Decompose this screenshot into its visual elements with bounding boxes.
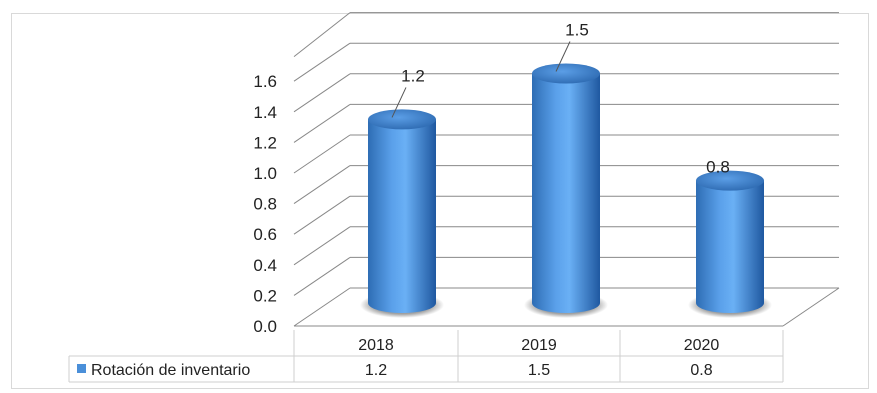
y-tick-label: 1.4	[253, 103, 277, 122]
side-wall-gridline	[293, 73, 351, 113]
side-wall-gridline	[293, 226, 351, 266]
y-axis-ticks: 0.0 0.2 0.4 0.6 0.8 1.0 1.2 1.4 1.6	[253, 72, 277, 336]
x-category-label: 2019	[521, 337, 557, 354]
x-category-label: 2018	[358, 337, 394, 354]
data-label-leader	[391, 87, 407, 118]
data-labels: 1.2 1.5 0.8	[391, 21, 730, 177]
data-label-leader	[555, 41, 571, 72]
table-value: 1.5	[528, 362, 550, 379]
side-wall-gridline	[293, 256, 351, 296]
data-table: 2018 2019 2020 Rotación de inventario 1.2 1.5…	[68, 330, 784, 383]
bar-top	[532, 63, 600, 84]
bar-top	[696, 170, 764, 191]
y-tick-label: 0.8	[253, 195, 277, 214]
y-tick-label: 0.6	[253, 225, 277, 244]
side-wall-gridline	[293, 12, 351, 57]
data-label: 1.5	[565, 21, 589, 40]
y-tick-label: 1.2	[253, 133, 277, 152]
bars	[360, 63, 772, 318]
bar	[688, 170, 772, 318]
y-tick-label: 0.2	[253, 286, 277, 305]
bar-body	[696, 180, 764, 313]
y-tick-label: 0.4	[253, 256, 277, 275]
side-wall-gridline	[293, 42, 351, 82]
table-value: 0.8	[690, 362, 712, 379]
x-category-label: 2020	[684, 337, 720, 354]
side-wall-gridline	[293, 195, 351, 235]
bar	[524, 63, 608, 318]
bar	[360, 109, 444, 318]
y-tick-label: 1.6	[253, 72, 277, 91]
legend-key	[77, 364, 86, 373]
y-tick-label: 0.0	[253, 317, 277, 336]
side-wall-gridline	[293, 134, 351, 174]
chart-frame	[11, 13, 869, 389]
data-label: 1.2	[401, 66, 425, 85]
floor-right-edge	[782, 287, 840, 327]
side-wall-gridline	[293, 287, 351, 327]
bar-body	[368, 119, 436, 314]
bar-top	[368, 109, 436, 130]
y-tick-label: 1.0	[253, 164, 277, 183]
side-wall-gridline	[293, 103, 351, 143]
bar-body	[532, 73, 600, 313]
table-row-label: Rotación de inventario	[91, 362, 250, 379]
table-value: 1.2	[365, 362, 387, 379]
data-label: 0.8	[706, 158, 730, 177]
side-wall-gridline	[293, 165, 351, 205]
